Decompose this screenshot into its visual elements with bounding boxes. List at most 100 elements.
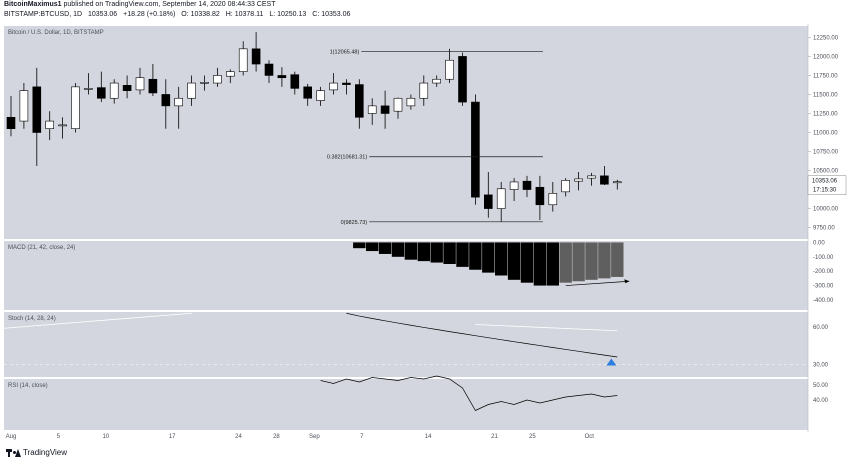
candle-body — [419, 82, 429, 99]
publish-line: BitcoinMaximus1 published on TradingView… — [4, 1, 275, 8]
candle-body — [187, 82, 196, 99]
high-value: H: 10378.11 — [225, 11, 264, 18]
stoch-d-line — [475, 324, 618, 332]
candle-body — [354, 84, 364, 118]
candle-body — [238, 48, 248, 72]
candle-body — [19, 90, 29, 122]
macd-histogram-bar — [585, 242, 598, 280]
candle-body — [522, 180, 532, 190]
macd-histogram-bar — [546, 242, 559, 286]
x-tick-label: Oct — [585, 434, 595, 440]
macd-tick-label: 0.00 — [813, 240, 825, 246]
candle-body — [316, 90, 325, 101]
price-tick-label: 10750.00 — [813, 150, 839, 156]
macd-histogram-bar — [378, 242, 392, 254]
candle-body — [71, 86, 80, 129]
candle-body — [612, 181, 622, 184]
price-panel-bg — [4, 26, 808, 239]
candle-body — [45, 120, 55, 129]
last-price-value: 10353.06 — [88, 11, 118, 18]
symbol-label: BITSTAMP:BTCUSD, 1D — [4, 11, 83, 18]
candle-body — [6, 116, 16, 129]
candle-body — [509, 181, 519, 190]
macd-histogram-bar — [443, 242, 456, 264]
x-tick-label: 5 — [57, 434, 61, 440]
macd-histogram-bar — [469, 242, 482, 270]
x-tick-label: 14 — [425, 434, 432, 440]
rsi-panel-bg — [4, 379, 808, 430]
candle-body — [445, 59, 454, 80]
x-tick-label: 24 — [235, 434, 242, 440]
rsi-tick-label: 50.00 — [813, 383, 829, 389]
macd-histogram-bar — [417, 242, 430, 262]
candle-body — [496, 188, 506, 209]
candle-body — [587, 175, 596, 179]
rsi-line — [320, 375, 618, 411]
open-value: O: 10338.82 — [181, 11, 220, 18]
chart-canvas[interactable]: Bitcoin / U.S. Dollar, 1D, BITSTAMP 12250… — [0, 24, 850, 446]
price-tick-label: 11500.00 — [813, 92, 838, 98]
candle-body — [174, 97, 183, 107]
candle-body — [213, 75, 222, 84]
candle-body — [329, 82, 338, 91]
macd-histogram-bar — [611, 242, 624, 277]
candle-body — [380, 105, 390, 114]
macd-histogram-bar — [353, 242, 366, 249]
stoch-panel-bg — [4, 312, 808, 377]
fib-level-label: 0.382(10681.31) — [327, 155, 368, 161]
macd-histogram-bar — [520, 242, 534, 283]
x-tick-label: 17 — [169, 434, 176, 440]
macd-histogram-bar — [598, 242, 611, 279]
chart-header: BitcoinMaximus1 published on TradingView… — [0, 0, 850, 24]
candle-body — [122, 85, 132, 91]
candle-body — [58, 124, 67, 127]
x-tick-label: 21 — [491, 434, 498, 440]
price-tick-label: 11750.00 — [813, 73, 838, 79]
chart-footer: TradingView — [0, 446, 850, 461]
fib-level-label: 1(12065.48) — [330, 49, 360, 55]
ohlc-line: BITSTAMP:BTCUSD, 1D 10353.06 +18.28 (+0.… — [4, 11, 350, 18]
x-tick-label: 7 — [360, 434, 364, 440]
candle-body — [367, 105, 377, 114]
rsi-tick-label: 40.00 — [813, 398, 829, 404]
publish-info: published on TradingView.com, September … — [61, 1, 276, 8]
candle-body — [342, 82, 351, 85]
candle-body — [561, 180, 571, 193]
macd-histogram-bar — [366, 242, 379, 252]
macd-histogram-bar — [572, 242, 585, 282]
price-axis-bg — [808, 24, 850, 432]
candle-body — [84, 88, 93, 90]
candle-body — [290, 74, 300, 89]
x-tick-label: 25 — [529, 434, 536, 440]
price-panel-title: Bitcoin / U.S. Dollar, 1D, BITSTAMP — [8, 30, 104, 36]
macd-histogram-bar — [533, 242, 547, 286]
candle-body — [97, 87, 106, 99]
macd-histogram-bar — [482, 242, 495, 273]
countdown-label: 17:15:30 — [813, 188, 837, 194]
tradingview-brand: TradingView — [23, 448, 68, 457]
stoch-signal-line-early — [3, 312, 192, 329]
x-tick-label: 10 — [102, 434, 109, 440]
close-value: C: 10353.06 — [312, 11, 351, 18]
price-tick-label: 10000.00 — [813, 207, 839, 213]
candle-body — [406, 97, 416, 107]
macd-histogram-bar — [507, 242, 521, 280]
candle-body — [393, 97, 403, 112]
macd-histogram-bar — [404, 242, 418, 260]
x-tick-label: Sep — [309, 434, 320, 440]
price-tick-label: 12250.00 — [813, 35, 839, 41]
candle-body — [251, 48, 261, 65]
macd-histogram-bar — [430, 242, 443, 263]
stoch-tick-label: 30.00 — [813, 363, 829, 369]
macd-tick-label: -200.00 — [813, 269, 834, 275]
author-name[interactable]: BitcoinMaximus1 — [4, 1, 62, 8]
macd-trend-arrowhead — [624, 279, 630, 284]
macd-trend-line — [565, 280, 630, 286]
candle-body — [226, 71, 235, 77]
tradingview-logo[interactable]: TradingView — [6, 448, 67, 457]
macd-histogram-bar — [391, 242, 405, 257]
macd-histogram-bar — [456, 242, 469, 267]
candle-body — [135, 77, 145, 91]
low-value: L: 10250.13 — [269, 11, 307, 18]
candle-body — [458, 56, 467, 103]
